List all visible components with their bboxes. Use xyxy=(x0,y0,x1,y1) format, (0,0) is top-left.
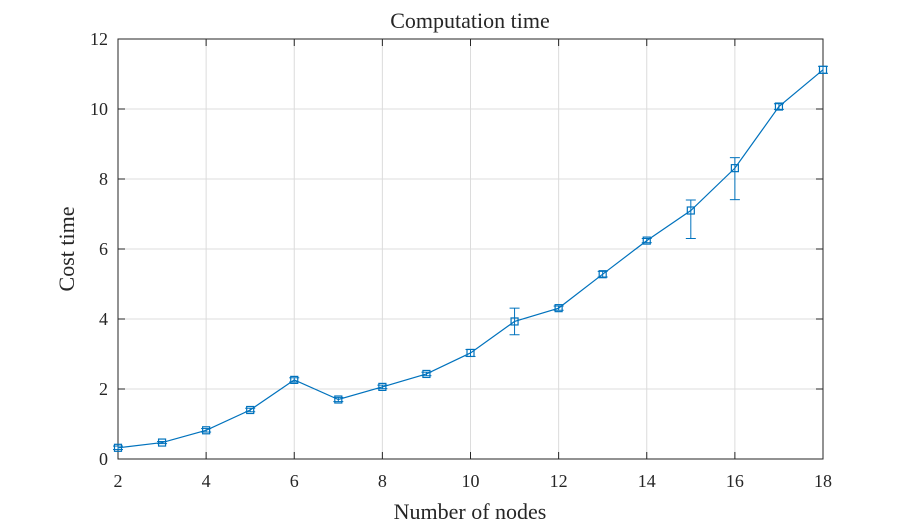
y-tick-label: 12 xyxy=(90,29,108,49)
y-tick-label: 8 xyxy=(99,169,108,189)
data-point-marker xyxy=(290,375,299,384)
data-point-marker xyxy=(466,348,475,358)
data-point-marker xyxy=(510,317,519,326)
data-point-marker xyxy=(422,369,431,379)
data-point-marker xyxy=(686,206,695,215)
x-tick-label: 12 xyxy=(550,471,568,491)
y-tick-label: 6 xyxy=(99,239,108,259)
x-tick-label: 8 xyxy=(378,471,387,491)
y-tick-label: 10 xyxy=(90,99,108,119)
y-tick-label: 0 xyxy=(99,449,108,469)
y-tick-label: 2 xyxy=(99,379,108,399)
x-tick-label: 10 xyxy=(462,471,480,491)
data-point-marker xyxy=(554,304,563,313)
x-tick-label: 16 xyxy=(726,471,744,491)
data-point-marker xyxy=(642,236,651,245)
data-point-marker xyxy=(774,102,784,111)
x-tick-label: 2 xyxy=(114,471,123,491)
x-tick-label: 14 xyxy=(638,471,656,491)
data-point-marker xyxy=(818,65,828,74)
y-axis-title: Cost time xyxy=(54,207,79,292)
data-point-marker xyxy=(598,270,607,279)
x-tick-label: 6 xyxy=(290,471,299,491)
data-point-marker xyxy=(157,438,167,447)
data-point-marker xyxy=(378,382,387,391)
x-axis-title: Number of nodes xyxy=(394,499,547,524)
grid xyxy=(118,39,823,459)
data-point-marker xyxy=(246,405,255,415)
data-point-marker xyxy=(730,164,739,173)
y-tick-label: 4 xyxy=(99,309,108,329)
series-group xyxy=(113,65,828,452)
x-tick-label: 4 xyxy=(202,471,211,491)
data-point-marker xyxy=(334,395,343,404)
data-point-marker xyxy=(113,443,123,452)
data-point-marker xyxy=(202,426,211,435)
chart-title: Computation time xyxy=(390,8,550,33)
x-tick-label: 18 xyxy=(814,471,832,491)
